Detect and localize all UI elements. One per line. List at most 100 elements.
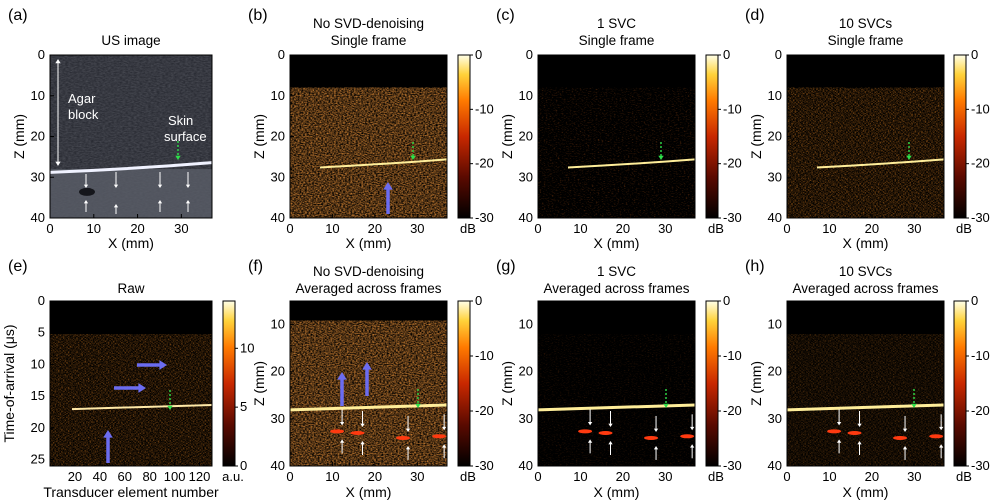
colorbar-tick-label: -10	[971, 101, 990, 116]
vessel-arrow-down-0-head	[587, 421, 593, 426]
vessel-0	[330, 429, 345, 434]
skin-arrow-f	[415, 389, 421, 408]
y-tick-label: 20	[519, 129, 533, 144]
vessel-0	[827, 429, 842, 434]
us-structure-arrow-up-0-head	[83, 200, 89, 204]
panel-frame	[786, 300, 945, 467]
y-tick-label: 30	[519, 411, 533, 426]
x-tick-label: 30	[410, 469, 424, 484]
panel-g: (g) 1 SVC Averaged across frames 0 10 20 30 10 2…	[496, 258, 742, 500]
skin-surface-line	[290, 403, 447, 412]
x-tick-label: 10	[573, 221, 587, 236]
colorbar-tick-label: 0	[971, 47, 978, 62]
us-structure-arrow-down-2	[157, 172, 163, 188]
vessel-0	[578, 429, 593, 434]
y-axis-label: Z (mm)	[499, 114, 515, 159]
x-tick-label: 30	[658, 469, 672, 484]
image-noise	[538, 87, 695, 218]
raw-noise	[50, 334, 212, 466]
skin-arrow-b	[410, 142, 416, 160]
vessel-arrow-down-2-head	[405, 428, 411, 432]
x-tick-label: 20	[616, 221, 630, 236]
x-axis-label: X (mm)	[346, 235, 392, 251]
skin-arrow-f-head	[415, 403, 421, 408]
x-tick-label: 0	[783, 221, 790, 236]
skin-arrow-g	[663, 389, 669, 408]
agar-label-line1: Agar	[68, 91, 96, 106]
panel-d: (d) 10 SVCs Single frame 0 10 20 30 0 10 20 30 40 X …	[745, 7, 990, 251]
y-tick-label: 0	[526, 47, 533, 62]
skin-arrow-d	[906, 142, 912, 160]
colorbar: 10 5 0a.u.	[222, 300, 254, 484]
vessel-arrow-down-0-head	[339, 421, 345, 426]
raw-signal-line	[71, 403, 212, 411]
us-structure-arrow-down-2-head	[157, 184, 163, 188]
artifact-arrow-b	[383, 182, 393, 214]
vessel-1	[847, 431, 862, 435]
x-tick-label: 30	[907, 469, 921, 484]
vessel-arrow-up-0-head	[587, 439, 593, 443]
panel-f: (f) No SVD-denoising Averaged across frame…	[248, 258, 494, 500]
vessel-arrow-down-2-head	[653, 428, 659, 432]
y-axis-label: Time-of-arrival (μs)	[1, 325, 17, 443]
panel-h: (h) 10 SVCs Averaged across frames 0 10 20 30 1…	[745, 258, 990, 500]
colorbar-gradient	[953, 54, 967, 219]
x-tick-label: 0	[783, 469, 790, 484]
y-tick-label: 10	[271, 317, 285, 332]
y-tick-label: 0	[775, 47, 782, 62]
colorbar-tick-label: 0	[475, 47, 482, 62]
x-tick-label: 80	[142, 469, 156, 484]
image-noise	[290, 87, 447, 218]
colorbar-gradient	[705, 54, 719, 219]
colorbar-tick-label: -20	[971, 156, 990, 171]
vessel-2	[644, 435, 659, 440]
x-axis-label: X (mm)	[594, 484, 640, 500]
colorbar-tick-label: 10	[240, 340, 254, 355]
vessel-arrow-up-0-head	[836, 439, 842, 443]
panel-image	[787, 55, 944, 218]
y-axis-label: Z (mm)	[251, 114, 267, 159]
y-axis-label: Z (mm)	[748, 361, 764, 406]
skin-label-line1: Skin	[168, 113, 193, 128]
y-axis-label: Z (mm)	[748, 114, 764, 159]
us-tissue	[50, 169, 212, 218]
image-noise	[787, 334, 944, 466]
skin-surface-line	[816, 158, 944, 169]
skin-arrow-h-head	[911, 403, 917, 408]
colorbar-gradient	[457, 300, 471, 467]
colorbar-tick-label: -30	[723, 210, 742, 225]
us-skin-line	[50, 161, 212, 174]
artifact-arrow-f1	[337, 372, 347, 406]
x-tick-label: 0	[286, 221, 293, 236]
panel-label: (a)	[8, 7, 28, 24]
x-axis-label: X (mm)	[346, 484, 392, 500]
colorbar-gradient	[953, 300, 967, 467]
x-tick-label: 0	[286, 469, 293, 484]
x-tick-label: 10	[822, 221, 836, 236]
x-axis-label: X (mm)	[594, 235, 640, 251]
agar-arrow-down-head	[55, 161, 61, 166]
y-tick-label: 10	[519, 317, 533, 332]
image-noise	[787, 87, 944, 218]
panel-frame	[289, 300, 448, 467]
skin-arrow-b-head	[410, 155, 416, 160]
x-tick-label: 0	[534, 221, 541, 236]
y-tick-label: 40	[271, 458, 285, 473]
y-tick-label: 0	[38, 47, 45, 62]
colorbar-tick-label: -30	[971, 210, 990, 225]
y-tick-label: 40	[271, 210, 285, 225]
artifact-arrow-e2-head	[138, 383, 146, 393]
skin-arrow-c-head	[658, 155, 664, 160]
panel-title-line2: Single frame	[331, 33, 407, 48]
vessel-arrow-up-2-head	[902, 445, 908, 450]
colorbar-tick-label: -10	[971, 348, 990, 363]
x-tick-label: 30	[174, 221, 188, 236]
us-structure-arrow-up-0	[83, 200, 89, 212]
x-tick-label: 40	[93, 469, 107, 484]
colorbar-tick-label: 0	[723, 293, 730, 308]
y-axis-label: Z (mm)	[251, 361, 267, 406]
